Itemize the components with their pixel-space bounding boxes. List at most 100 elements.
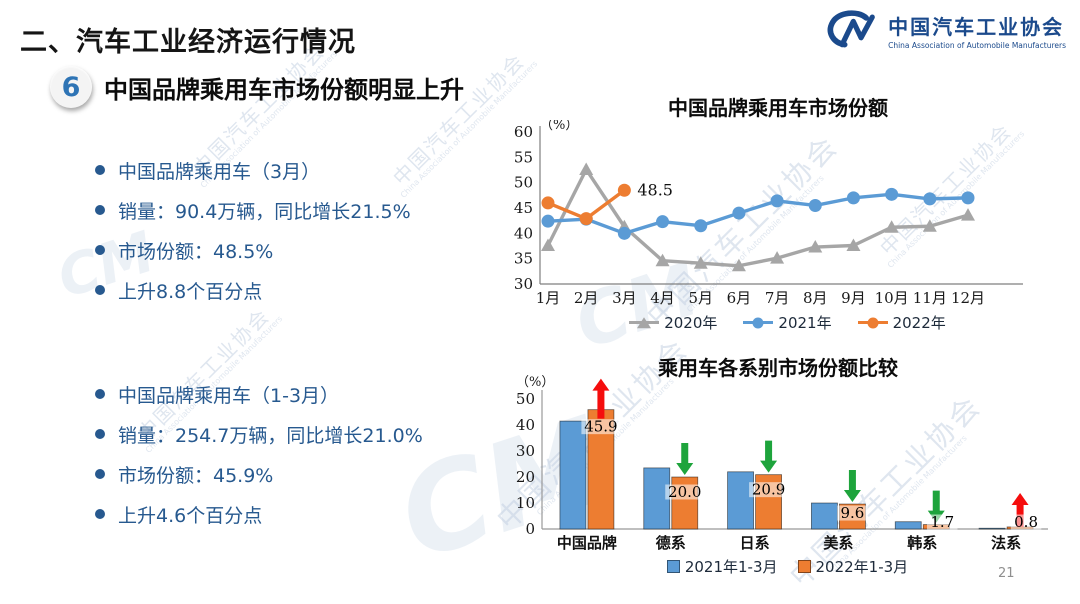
- legend-label: 2022年1-3月: [815, 558, 909, 576]
- svg-text:美系: 美系: [823, 534, 853, 552]
- bar-data-label: 45.9: [584, 418, 617, 436]
- bullet-item: 销量：90.4万辆，同比增长21.5%: [95, 190, 535, 230]
- svg-text:8月: 8月: [803, 289, 828, 307]
- svg-text:30: 30: [516, 442, 535, 460]
- trend-arrow-up: [592, 378, 610, 419]
- bullet-dot: [95, 165, 105, 175]
- bullet-text: 上升4.6个百分点: [118, 504, 263, 527]
- svg-text:7月: 7月: [765, 289, 790, 307]
- legend-item-2022: 2022年: [857, 312, 946, 333]
- bar-data-label: 20.0: [668, 483, 701, 501]
- bullet-item: 上升8.8个百分点: [95, 270, 535, 310]
- svg-text:11月: 11月: [913, 289, 947, 307]
- svg-text:（%）: （%）: [540, 120, 578, 133]
- caam-logo-icon: [827, 10, 875, 48]
- bullet-group-march: 中国品牌乘用车（3月） 销量：90.4万辆，同比增长21.5% 市场份额：48.…: [95, 150, 535, 310]
- svg-text:60: 60: [514, 123, 533, 141]
- svg-text:30: 30: [514, 275, 533, 293]
- bullet-dot: [95, 245, 105, 255]
- bullet-item: 市场份额：48.5%: [95, 230, 535, 270]
- bullet-item: 市场份额：45.9%: [95, 454, 535, 494]
- svg-text:韩系: 韩系: [907, 534, 937, 552]
- svg-text:日系: 日系: [740, 534, 770, 552]
- svg-text:2月: 2月: [574, 289, 599, 307]
- bar-marker-2022: [797, 560, 811, 573]
- caam-logo: 中国汽车工业协会 China Association of Automobile…: [818, 10, 1066, 50]
- bar-data-label: 9.6: [840, 504, 864, 522]
- svg-text:德系: 德系: [656, 534, 686, 552]
- svg-text:50: 50: [514, 174, 533, 192]
- svg-text:法系: 法系: [991, 534, 1021, 552]
- bar-data-label: 0.8: [1014, 513, 1038, 531]
- bar-data-label: 20.9: [752, 481, 785, 499]
- svg-text:5月: 5月: [688, 289, 713, 307]
- line-marker-2021: [743, 316, 774, 329]
- trend-arrow-down: [760, 440, 778, 473]
- svg-text:10月: 10月: [875, 289, 909, 307]
- bullet-item: 销量：254.7万辆，同比增长21.0%: [95, 414, 535, 454]
- bullet-text: 市场份额：45.9%: [118, 464, 274, 487]
- bullet-text: 销量：90.4万辆，同比增长21.5%: [118, 200, 411, 223]
- logo-text-cn: 中国汽车工业协会: [888, 14, 1065, 39]
- bullet-dot: [95, 509, 105, 519]
- svg-text:10: 10: [516, 494, 535, 512]
- page-title: 二、汽车工业经济运行情况: [20, 27, 356, 58]
- svg-text:（%）: （%）: [516, 375, 554, 390]
- bullet-dot: [95, 389, 105, 399]
- bar-marker-2021: [666, 560, 680, 573]
- logo-text-en: China Association of Automobile Manufact…: [888, 40, 1066, 50]
- bullet-text: 销量：254.7万辆，同比增长21.0%: [118, 424, 423, 447]
- series-2020年: [541, 162, 975, 272]
- bullet-dot: [95, 205, 105, 215]
- bullet-text: 中国品牌乘用车（3月）: [118, 160, 321, 183]
- bullet-dot: [95, 469, 105, 479]
- bullet-group-q1: 中国品牌乘用车（1-3月） 销量：254.7万辆，同比增长21.0% 市场份额：…: [95, 374, 535, 534]
- trend-arrow-down: [676, 443, 694, 475]
- legend-label: 2020年: [664, 314, 718, 332]
- svg-text:6月: 6月: [727, 289, 752, 307]
- svg-text:45: 45: [514, 199, 533, 217]
- svg-text:0: 0: [525, 520, 535, 538]
- svg-text:3月: 3月: [612, 289, 637, 307]
- svg-text:中国品牌: 中国品牌: [557, 534, 617, 552]
- series-2021年: [541, 187, 975, 240]
- svg-text:50: 50: [516, 390, 535, 408]
- svg-text:20: 20: [516, 468, 535, 486]
- legend-label: 2021年1-3月: [684, 558, 778, 576]
- page-number: 21: [998, 566, 1015, 581]
- bullet-dot: [95, 285, 105, 295]
- trend-arrow-down: [843, 470, 861, 503]
- svg-text:35: 35: [514, 250, 533, 268]
- bullet-dot: [95, 429, 105, 439]
- svg-text:1月: 1月: [536, 289, 561, 307]
- legend-label: 2021年: [778, 314, 832, 332]
- legend-item-2022-q1: 2022年1-3月: [797, 556, 909, 577]
- svg-text:9月: 9月: [841, 289, 866, 307]
- bullet-item: 中国品牌乘用车（3月）: [95, 150, 535, 190]
- line-chart-annotation: 48.5: [637, 180, 673, 199]
- line-chart-legend: 2020年 2021年 2022年: [500, 312, 1075, 333]
- svg-text:12月: 12月: [951, 289, 985, 307]
- bar-data-label: 1.7: [930, 513, 954, 531]
- bullet-item: 上升4.6个百分点: [95, 494, 535, 534]
- line-marker-2020: [629, 316, 660, 329]
- series-2022年: [541, 183, 631, 226]
- bullet-text: 市场份额：48.5%: [118, 240, 274, 263]
- legend-label: 2022年: [892, 314, 946, 332]
- svg-text:40: 40: [516, 416, 535, 434]
- bullet-text: 中国品牌乘用车（1-3月）: [118, 384, 340, 407]
- svg-text:55: 55: [514, 148, 533, 166]
- bullet-text: 上升8.8个百分点: [118, 280, 263, 303]
- legend-item-2021: 2021年: [743, 312, 832, 333]
- line-marker-2022: [857, 316, 888, 329]
- bar-chart-legend: 2021年1-3月 2022年1-3月: [500, 556, 1075, 577]
- bullet-item: 中国品牌乘用车（1-3月）: [95, 374, 535, 414]
- section-number-badge: 6: [50, 66, 92, 108]
- svg-text:4月: 4月: [650, 289, 675, 307]
- bar-chart-title: 乘用车各系别市场份额比较: [658, 356, 898, 380]
- section-heading: 中国品牌乘用车市场份额明显上升: [104, 76, 464, 104]
- legend-item-2021-q1: 2021年1-3月: [666, 556, 778, 577]
- bar-chart-svg: 0 10 20 30 40 50（%） 45.9 20.0 20.9 9.6 1.7 0.8 中国品牌 德…: [516, 375, 1048, 552]
- line-chart-title: 中国品牌乘用车市场份额: [668, 96, 888, 120]
